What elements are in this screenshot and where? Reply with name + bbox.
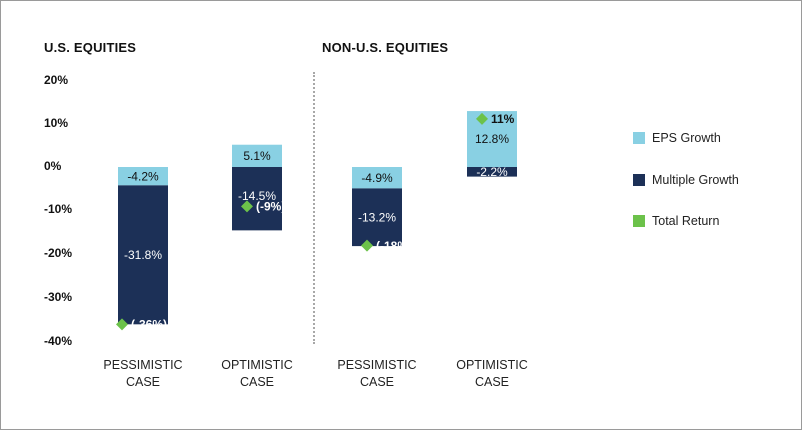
data-label-eps-growth: -4.2% [127,169,159,183]
y-tick-label: 20% [44,73,69,87]
category-label-line: PESSIMISTIC [337,358,417,372]
bar-eps-growth [232,144,282,167]
category-label-line: OPTIMISTIC [456,358,528,372]
legend-label: Multiple Growth [652,173,739,187]
legend-label: EPS Growth [652,131,721,145]
data-label-eps-growth: 12.8% [475,132,509,146]
data-label-multiple-growth: -13.2% [358,210,396,224]
data-label-total-return: (-18%) [376,239,412,253]
total-return-marker [476,112,488,125]
bar-multiple-growth [232,167,282,231]
bar-multiple-growth [118,185,168,325]
legend-label: Total Return [652,214,720,228]
data-label-multiple-growth: -14.5% [238,189,276,203]
category-label-nonus-pessimistic: PESSIMISTIC CASE [322,357,432,391]
bar-multiple-growth [467,167,517,177]
category-label-line: PESSIMISTIC [103,358,183,372]
bar-eps-growth [118,167,168,186]
bar-eps-growth [352,167,402,189]
data-label-total-return: 11% [491,112,515,126]
total-return-marker [361,239,373,252]
total-return-marker [241,200,253,213]
data-label-total-return: (-9%) [256,200,285,214]
panel-divider [313,72,315,344]
bar-eps-growth [467,111,517,167]
category-label-line: OPTIMISTIC [221,358,293,372]
category-label-line: CASE [125,375,161,389]
panel-title-us: U.S. EQUITIES [44,40,137,55]
legend-swatch-total-return [633,215,645,227]
y-tick-label: -10% [44,202,73,216]
data-label-multiple-growth: -31.8% [124,248,162,262]
y-tick-label: -20% [44,246,73,260]
category-label-nonus-optimistic: OPTIMISTIC CASE [437,357,547,391]
data-label-total-return: (-36%) [131,317,167,331]
category-label-us-optimistic: OPTIMISTIC CASE [202,357,312,391]
panel-title-non-us: NON-U.S. EQUITIES [322,40,449,55]
legend-swatch-eps-growth [633,132,645,144]
data-label-multiple-growth: -2.2% [476,165,508,179]
category-label-line: CASE [239,375,275,389]
data-label-eps-growth: -4.9% [361,171,393,185]
category-label-line: CASE [359,375,395,389]
y-tick-label: 0% [44,159,62,173]
data-label-eps-growth: 5.1% [243,149,271,163]
bar-multiple-growth [352,188,402,247]
total-return-marker [116,318,128,331]
legend-swatch-multiple-growth [633,174,645,186]
category-label-us-pessimistic: PESSIMISTIC CASE [88,357,198,391]
y-tick-label: -40% [44,334,73,348]
y-tick-label: 10% [44,116,69,130]
category-label-line: CASE [474,375,510,389]
y-tick-label: -30% [44,290,73,304]
